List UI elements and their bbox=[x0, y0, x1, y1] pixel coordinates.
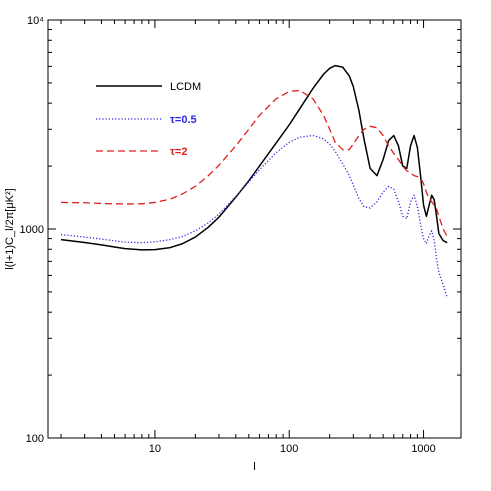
legend: LCDM τ=0.5 τ=2 bbox=[96, 81, 201, 158]
ticks-group: 10 100 1000 100 1000 10⁴ bbox=[20, 15, 461, 455]
x-tick-label: 10 bbox=[149, 443, 161, 455]
y-axis-label: l(l+1)C_l/2π[μK²] bbox=[4, 188, 16, 269]
legend-label-1: τ=0.5 bbox=[170, 114, 197, 126]
y-tick-label: 10⁴ bbox=[27, 15, 44, 27]
legend-label-2: τ=2 bbox=[170, 146, 187, 158]
y-tick-label: 100 bbox=[26, 433, 44, 445]
series-group bbox=[60, 64, 448, 298]
x-tick-label: 100 bbox=[280, 443, 298, 455]
legend-label-0: LCDM bbox=[170, 81, 201, 93]
plot-frame bbox=[47, 19, 462, 439]
series-line-2 bbox=[61, 89, 448, 237]
x-tick-label: 1000 bbox=[411, 443, 435, 455]
y-tick-label: 1000 bbox=[20, 224, 44, 236]
axes-frame-group bbox=[47, 19, 462, 439]
x-axis-label: l bbox=[253, 461, 255, 473]
series-line-1 bbox=[60, 134, 448, 298]
series-line-0 bbox=[60, 64, 448, 251]
